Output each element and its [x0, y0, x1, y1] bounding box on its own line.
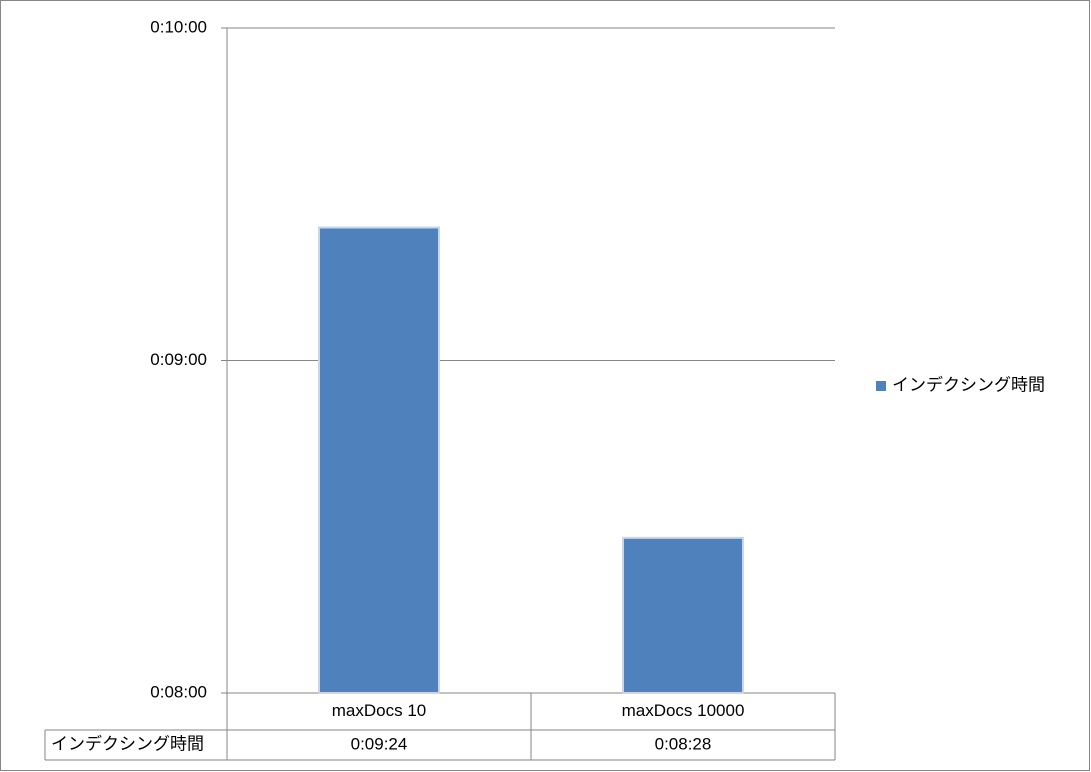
bar — [318, 226, 440, 694]
table-value: 0:09:24 — [351, 734, 408, 753]
y-tick-label: 0:10:00 — [150, 17, 207, 36]
y-tick-label: 0:08:00 — [150, 682, 207, 701]
table-row-header: インデクシング時間 — [51, 733, 204, 753]
legend-label: インデクシング時間 — [892, 374, 1045, 394]
table-value: 0:08:28 — [655, 734, 712, 753]
x-tick-label: maxDocs 10000 — [622, 701, 745, 720]
x-tick-label: maxDocs 10 — [332, 701, 426, 720]
legend-swatch — [876, 381, 886, 391]
bar — [622, 536, 744, 694]
y-tick-label: 0:09:00 — [150, 350, 207, 369]
